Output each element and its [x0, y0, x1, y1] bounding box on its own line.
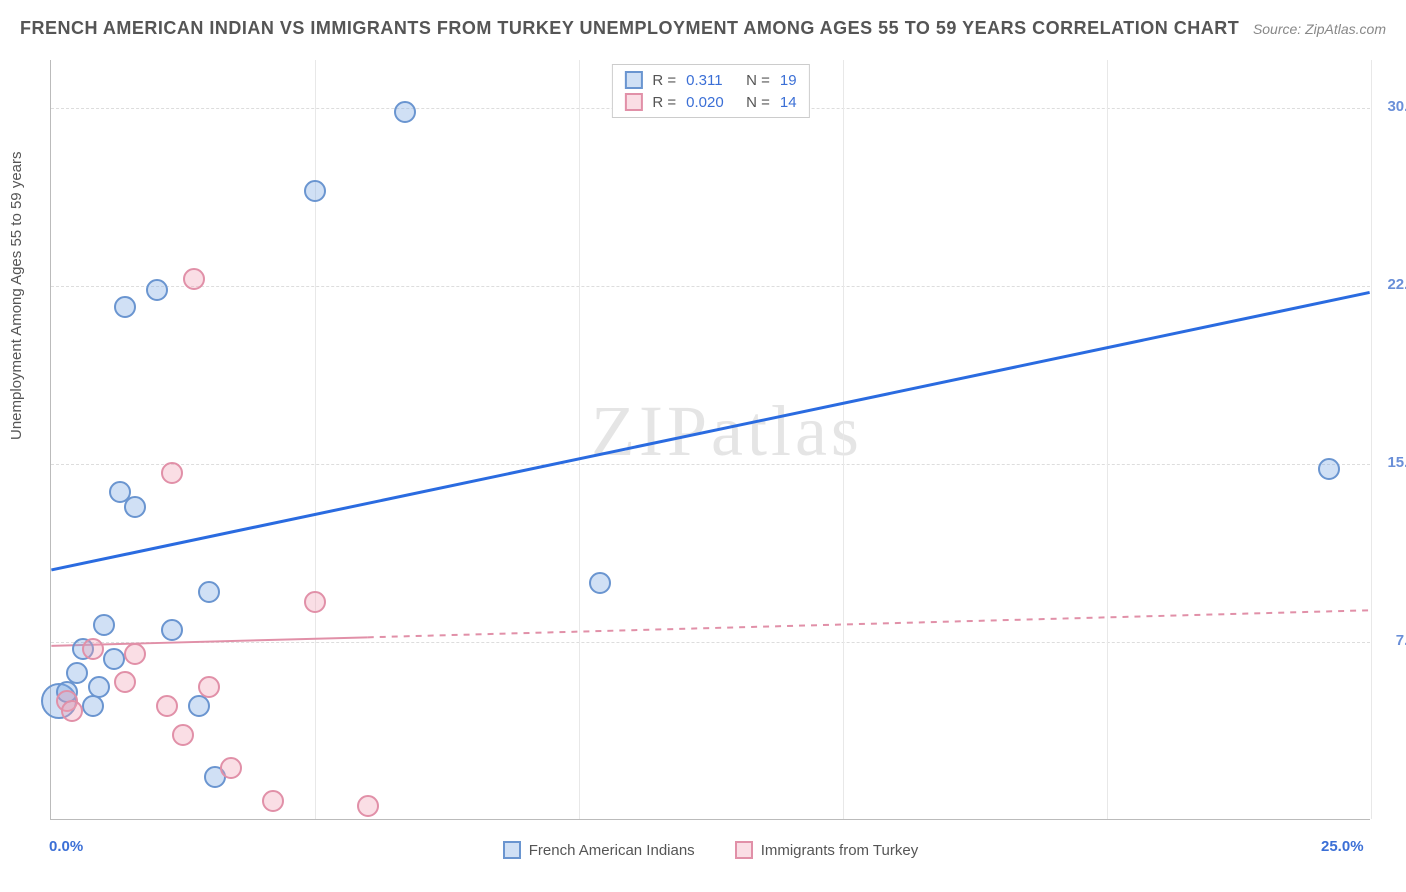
data-point [188, 695, 210, 717]
data-point [156, 695, 178, 717]
y-tick-label: 22.5% [1387, 276, 1406, 293]
legend-item-1: French American Indians [503, 841, 695, 859]
data-point [304, 591, 326, 613]
data-point [82, 695, 104, 717]
gridline-v [315, 60, 316, 819]
data-point [66, 662, 88, 684]
plot-area: ZIPatlas 7.5%15.0%22.5%30.0%0.0%25.0% R … [50, 60, 1370, 820]
data-point [198, 676, 220, 698]
data-point [88, 676, 110, 698]
data-point [220, 757, 242, 779]
data-point [262, 790, 284, 812]
data-point [124, 496, 146, 518]
data-point [1318, 458, 1340, 480]
title-bar: FRENCH AMERICAN INDIAN VS IMMIGRANTS FRO… [20, 18, 1386, 39]
watermark: ZIPatlas [591, 390, 863, 473]
data-point [394, 101, 416, 123]
data-point [172, 724, 194, 746]
y-axis-title: Unemployment Among Ages 55 to 59 years [8, 151, 25, 440]
data-point [198, 581, 220, 603]
legend-label-1: French American Indians [529, 842, 695, 859]
legend-item-2: Immigrants from Turkey [735, 841, 919, 859]
data-point [146, 279, 168, 301]
chart-title: FRENCH AMERICAN INDIAN VS IMMIGRANTS FRO… [20, 18, 1239, 39]
trend-lines [51, 60, 1370, 819]
y-tick-label: 15.0% [1387, 454, 1406, 471]
data-point [124, 643, 146, 665]
r-label: R = [652, 94, 676, 111]
gridline-v [1107, 60, 1108, 819]
data-point [82, 638, 104, 660]
r-row-series-1: R = 0.311 N = 19 [624, 69, 796, 91]
data-point [183, 268, 205, 290]
data-point [93, 614, 115, 636]
y-tick-label: 7.5% [1396, 632, 1406, 649]
data-point [161, 462, 183, 484]
data-point [114, 296, 136, 318]
gridline-v [1371, 60, 1372, 819]
n-value-2: 14 [780, 94, 797, 111]
data-point [589, 572, 611, 594]
source-label: Source: ZipAtlas.com [1253, 21, 1386, 37]
n-label: N = [746, 94, 770, 111]
gridline-h [51, 286, 1370, 287]
gridline-v [579, 60, 580, 819]
data-point [304, 180, 326, 202]
data-point [357, 795, 379, 817]
swatch-series-2 [624, 93, 642, 111]
r-value-1: 0.311 [686, 72, 736, 89]
gridline-v [843, 60, 844, 819]
correlation-legend: R = 0.311 N = 19 R = 0.020 N = 14 [611, 64, 809, 118]
data-point [103, 648, 125, 670]
r-row-series-2: R = 0.020 N = 14 [624, 91, 796, 113]
series-legend: French American Indians Immigrants from … [51, 841, 1370, 859]
swatch-series-2 [735, 841, 753, 859]
r-value-2: 0.020 [686, 94, 736, 111]
data-point [161, 619, 183, 641]
data-point [61, 700, 83, 722]
r-label: R = [652, 72, 676, 89]
swatch-series-1 [503, 841, 521, 859]
y-tick-label: 30.0% [1387, 98, 1406, 115]
gridline-h [51, 642, 1370, 643]
legend-label-2: Immigrants from Turkey [761, 842, 919, 859]
n-value-1: 19 [780, 72, 797, 89]
swatch-series-1 [624, 71, 642, 89]
gridline-h [51, 464, 1370, 465]
data-point [114, 671, 136, 693]
n-label: N = [746, 72, 770, 89]
